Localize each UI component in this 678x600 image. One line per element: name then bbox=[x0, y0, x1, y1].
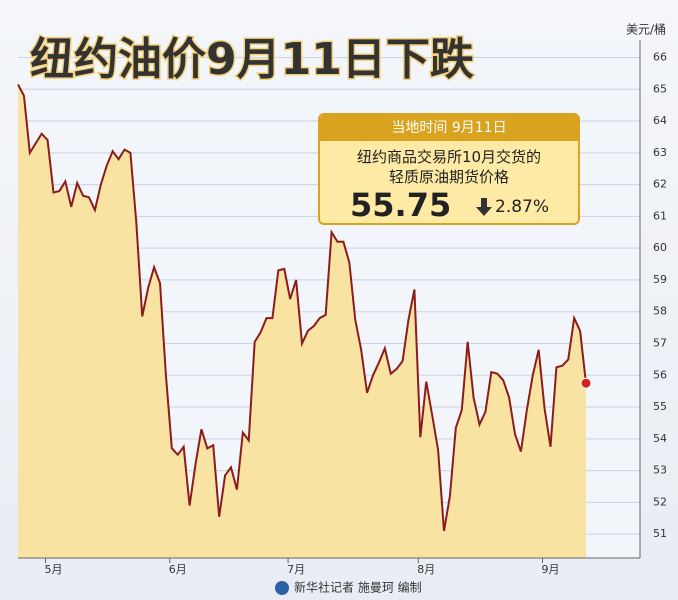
chart-title: 纽约油价9月11日下跌 bbox=[30, 34, 474, 85]
unit-label: 美元/桶 bbox=[626, 22, 666, 37]
annotation-change: 2.87% bbox=[495, 197, 550, 217]
x-tick-label: 7月 bbox=[287, 563, 305, 576]
x-tick-label: 9月 bbox=[542, 563, 560, 576]
y-tick-label: 59 bbox=[653, 273, 667, 286]
down-arrow bbox=[476, 198, 492, 216]
y-tick-label: 54 bbox=[653, 432, 667, 445]
x-tick-label: 5月 bbox=[45, 563, 63, 576]
y-tick-label: 60 bbox=[653, 241, 667, 254]
y-tick-label: 65 bbox=[653, 82, 667, 95]
credit: 新华社记者 施曼珂 编制 bbox=[294, 580, 422, 595]
area bbox=[18, 84, 586, 559]
y-tick-label: 53 bbox=[653, 464, 667, 477]
annotation-line: 纽约商品交易所10月交货的 bbox=[356, 148, 542, 166]
annotation-header: 当地时间 9月11日 bbox=[320, 115, 578, 141]
annotation-line: 轻质原油期货价格 bbox=[388, 168, 509, 186]
y-tick-label: 57 bbox=[653, 336, 667, 349]
x-tick-label: 6月 bbox=[169, 563, 187, 576]
y-tick-label: 64 bbox=[653, 114, 667, 127]
y-tick-label: 52 bbox=[653, 495, 667, 508]
y-tick-label: 63 bbox=[653, 146, 667, 159]
y-tick-label: 62 bbox=[653, 178, 667, 191]
y-tick-label: 51 bbox=[653, 527, 667, 540]
x-tick-label: 8月 bbox=[417, 563, 435, 576]
logo bbox=[275, 581, 289, 595]
y-tick-label: 66 bbox=[653, 50, 667, 63]
line bbox=[17, 84, 587, 532]
annotation-box: 当地时间 9月11日 纽约商品交易所10月交货的 轻质原油期货价格 55.75 … bbox=[318, 113, 580, 225]
last-point bbox=[580, 377, 592, 389]
annotation-price: 55.75 bbox=[350, 186, 452, 224]
y-tick-label: 55 bbox=[653, 400, 667, 413]
y-tick-label: 61 bbox=[653, 209, 667, 222]
y-tick-label: 58 bbox=[653, 305, 667, 318]
y-tick-label: 56 bbox=[653, 368, 667, 381]
